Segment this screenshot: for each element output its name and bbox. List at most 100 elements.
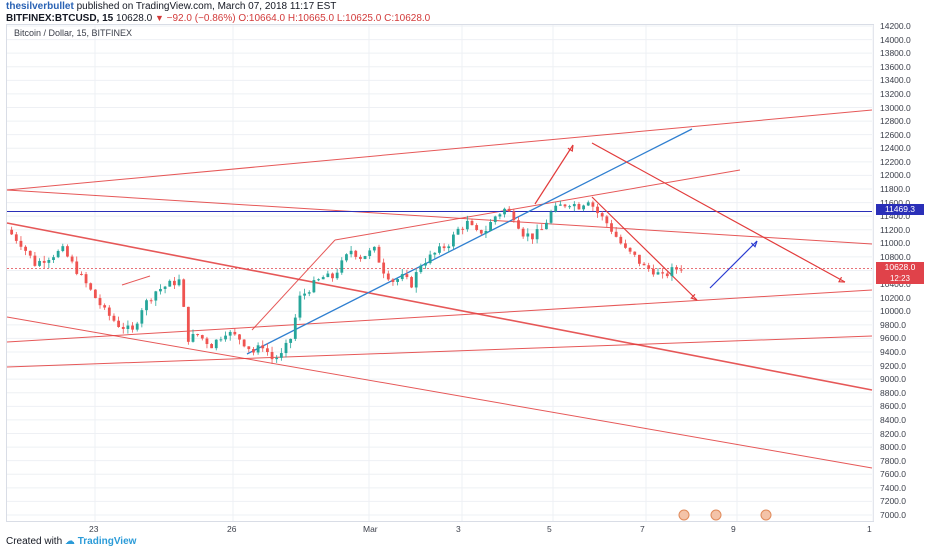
candle-body [270, 352, 274, 360]
time-tick-label: 23 [89, 524, 99, 534]
high-label: H:10665.0 [287, 13, 335, 24]
candle-body [391, 279, 395, 282]
candle-body [303, 293, 306, 296]
candle-body [307, 292, 311, 294]
price-tick-label: 11400.0 [880, 211, 911, 222]
event-marker-icon [710, 509, 722, 521]
candle-body [121, 326, 125, 329]
price-tick-label: 14200.0 [880, 21, 911, 31]
candle-body [400, 274, 404, 280]
candle-body [186, 306, 190, 342]
candle-body [326, 273, 330, 278]
time-tick-label: 5 [547, 524, 552, 534]
price-tick-label: 10200.0 [880, 292, 911, 303]
tradingview-brand[interactable]: TradingView [77, 536, 137, 547]
arrow-down-long [591, 142, 846, 283]
candle-body [154, 291, 158, 301]
price-tick-label: 9400.0 [880, 347, 906, 357]
candle-body [224, 335, 227, 340]
candle-body [535, 229, 539, 240]
close-label: C:10628.0 [384, 13, 431, 24]
candle-body [512, 211, 516, 221]
price-axis[interactable]: 14200.0 14000.0 13800.0 13600.0 13400.0 13200… [874, 21, 932, 522]
footer: Created with ☁ TradingView [6, 535, 136, 549]
price-tick-label: 11000.0 [880, 238, 911, 249]
candle-body [456, 228, 460, 235]
candle-body [112, 315, 116, 321]
candle-body [461, 228, 465, 230]
candle-body [33, 255, 37, 266]
candle-body [321, 277, 325, 280]
price-tick-label: 7200.0 [880, 496, 906, 507]
candle-body [173, 280, 176, 286]
candle-body [656, 272, 660, 275]
candle-body [554, 205, 558, 212]
candle-body [586, 202, 590, 206]
symbol-label: BITFINEX:BTCUSD, 15 [6, 13, 114, 24]
candle-body [205, 338, 209, 345]
candle-body [633, 251, 637, 255]
candle-body [517, 220, 520, 229]
candle-body [638, 254, 641, 264]
candle-body [665, 273, 669, 277]
candle-body [679, 269, 683, 271]
trendline [334, 169, 741, 241]
candle-body [275, 357, 279, 360]
price-tick-label: 13800.0 [880, 48, 911, 59]
time-tick-label: 1 [867, 524, 872, 534]
down-arrow-icon: ▼ [154, 13, 164, 23]
author-link[interactable]: thesilverbullet [6, 1, 74, 12]
candle-body [447, 246, 451, 249]
arrow-up-blue-head [750, 240, 758, 248]
candle-body [145, 300, 148, 311]
candle-body [479, 229, 483, 234]
candle-body [126, 325, 130, 329]
chart-title: Bitcoin / Dollar, 15, BITFINEX [14, 28, 133, 38]
event-marker-icon [760, 509, 772, 521]
trendline [6, 335, 873, 368]
candle-body [196, 334, 200, 336]
candle-body [386, 273, 390, 280]
candle-body [107, 307, 111, 316]
candle-body [312, 280, 316, 293]
candle-body [233, 331, 237, 335]
price-tick-label: 12800.0 [880, 116, 911, 127]
price-tick-label: 12400.0 [880, 143, 911, 154]
level-price-tag: 11469.3 [876, 204, 924, 215]
candle-body [596, 206, 599, 214]
price-tick-label: 9000.0 [880, 374, 906, 385]
price-tick-label: 13400.0 [880, 75, 911, 86]
candle-body [568, 206, 572, 208]
bar-timer-tag: 12:23 [876, 273, 924, 284]
candle-body [493, 216, 497, 223]
candle-body [558, 204, 562, 206]
price-tick-label: 13200.0 [880, 88, 911, 99]
candle-body [363, 256, 367, 259]
candle-body [70, 256, 74, 262]
candle-body [396, 279, 399, 282]
price-tick-label: 13600.0 [880, 61, 911, 72]
candle-body [89, 283, 93, 290]
candle-body [405, 274, 409, 278]
time-tick-label: Mar [363, 524, 378, 534]
candle-body [452, 234, 455, 247]
candle-body [247, 346, 251, 350]
price-tick-label: 9800.0 [880, 319, 906, 330]
candle-body [433, 252, 437, 255]
price-tick-label: 12600.0 [880, 129, 911, 140]
candle-body [484, 230, 488, 234]
open-label: O:10664.0 [238, 13, 286, 24]
candle-body [605, 216, 609, 224]
candle-body [317, 279, 320, 281]
last-price-label: 10628.0 [116, 13, 153, 24]
candle-body [498, 214, 502, 217]
candle-body [349, 250, 353, 255]
candle-body [377, 246, 381, 263]
candle-body [66, 246, 69, 257]
price-tick-label: 9200.0 [880, 360, 906, 371]
price-tick-label: 13000.0 [880, 102, 911, 113]
price-tick-label: 14000.0 [880, 34, 911, 45]
candle-body [177, 279, 181, 286]
candle-body [614, 231, 618, 237]
